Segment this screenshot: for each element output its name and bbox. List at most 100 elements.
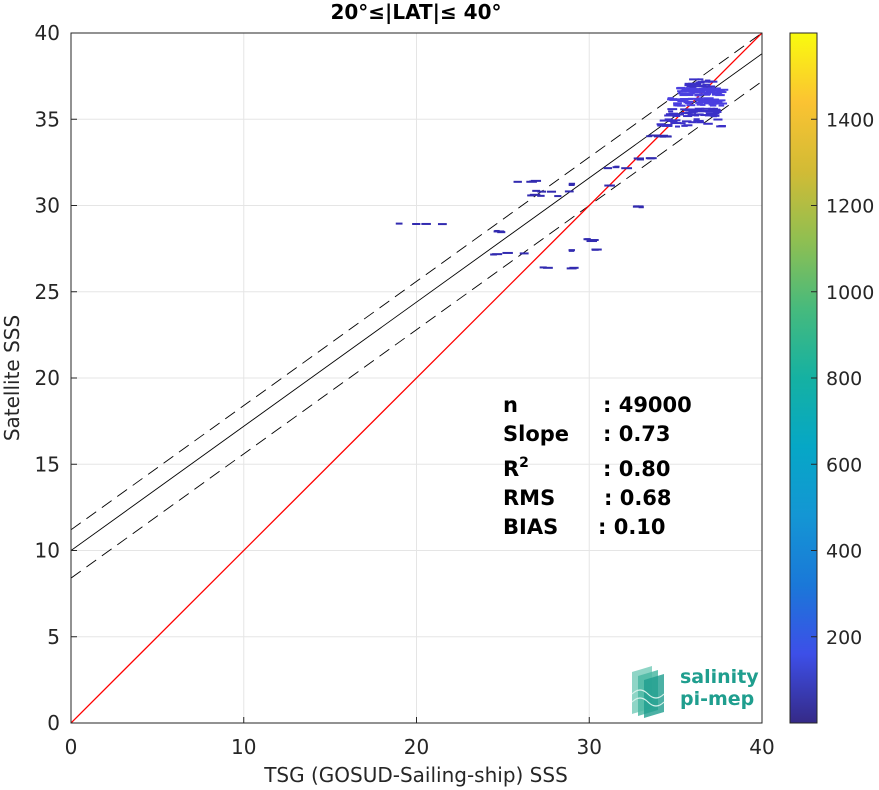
scatter-point xyxy=(669,119,681,122)
scatter-point xyxy=(679,94,688,97)
scatter-point xyxy=(527,194,535,197)
scatter-point xyxy=(694,98,701,101)
salinity-pi-mep-logo: salinity pi-mep xyxy=(631,666,759,718)
fit-upper-dashed-line xyxy=(71,33,762,531)
y-axis-label: Satellite SSS xyxy=(0,315,24,441)
scatter-point xyxy=(713,118,723,121)
scatter-point xyxy=(703,122,713,125)
scatter-point xyxy=(675,104,683,107)
stat-value: : 0.80 xyxy=(603,457,671,481)
colorbar-tick-label: 800 xyxy=(826,368,862,390)
scatter-point xyxy=(589,239,599,242)
scatter-point xyxy=(672,115,681,118)
scatter-point xyxy=(395,222,403,225)
scatter-point xyxy=(585,238,591,241)
scatter-point xyxy=(710,102,718,105)
scatter-point xyxy=(603,167,613,170)
scatter-point xyxy=(700,114,707,117)
scatter-point xyxy=(677,90,688,93)
x-tick-labels: 0 10 20 30 40 xyxy=(65,717,775,759)
x-tick-label: 20 xyxy=(404,735,429,759)
scatter-point xyxy=(687,90,698,93)
colorbar-tick-label: 200 xyxy=(826,627,862,649)
scatter-point xyxy=(694,113,704,116)
scatter-point xyxy=(708,107,716,110)
colorbar-tick-label: 1400 xyxy=(826,109,874,131)
scatter-point xyxy=(647,157,655,160)
scatter-point xyxy=(691,89,697,92)
scatter-point xyxy=(706,90,716,93)
scatter-point xyxy=(669,120,678,123)
scatter-point xyxy=(695,94,702,97)
scatter-point xyxy=(686,104,696,107)
chart-title: 20°≤|LAT|≤ 40° xyxy=(330,0,501,24)
scatter-point xyxy=(554,195,562,198)
scatter-point xyxy=(691,114,699,117)
scatter-point xyxy=(668,110,674,113)
scatter-point xyxy=(519,252,529,255)
scatter-point xyxy=(664,118,673,121)
scatter-point xyxy=(689,78,700,81)
scatter-point xyxy=(529,180,536,183)
scatter-point xyxy=(697,81,704,84)
scatter-point xyxy=(687,113,693,116)
scatter-point xyxy=(592,248,599,251)
scatter-point xyxy=(704,114,716,117)
scatter-point xyxy=(675,98,685,101)
scatter-point xyxy=(705,79,711,82)
stat-label: R2 xyxy=(503,455,529,481)
scatter-point xyxy=(705,91,714,94)
scatter-point xyxy=(633,205,640,208)
scatter-point xyxy=(612,166,620,169)
x-tick-label: 30 xyxy=(577,735,602,759)
scatter-point xyxy=(665,124,673,127)
scatter-point xyxy=(684,101,691,104)
scatter-point xyxy=(709,104,717,107)
scatter-point xyxy=(684,92,692,95)
scatter-point xyxy=(673,102,682,105)
scatter-point xyxy=(546,190,557,193)
scatter-point xyxy=(703,92,711,95)
scatter-point xyxy=(668,98,678,101)
scatter-point xyxy=(543,266,553,269)
scatter-point xyxy=(674,125,681,128)
y-tick-labels: 0 5 10 15 20 25 30 35 40 xyxy=(35,21,77,735)
scatter-point xyxy=(687,101,694,104)
scatter-point xyxy=(673,103,681,106)
scatter-point xyxy=(708,80,715,83)
x-tick-label: 10 xyxy=(231,735,256,759)
scatter-point xyxy=(437,223,447,226)
scatter-point xyxy=(667,97,674,100)
scatter-point xyxy=(676,87,686,90)
scatter-point xyxy=(694,107,705,110)
scatter-point xyxy=(638,205,644,208)
scatter-point xyxy=(683,124,693,127)
stat-value: : 0.73 xyxy=(603,422,671,446)
y-tick-label: 30 xyxy=(35,194,60,218)
scatter-point xyxy=(667,108,678,111)
scatter-point xyxy=(682,98,694,101)
scatter-point xyxy=(693,90,704,93)
scatter-point xyxy=(680,122,686,125)
scatter-point xyxy=(703,109,713,112)
scatter-point xyxy=(701,107,712,110)
scatter-point xyxy=(709,101,720,104)
scatter-point xyxy=(604,184,615,187)
scatter-point xyxy=(705,89,711,92)
scatter-point xyxy=(712,110,722,113)
colorbar: 200 400 600 800 1000 1200 1400 xyxy=(789,32,874,724)
scatter-point xyxy=(689,85,696,88)
scatter-point xyxy=(699,100,708,103)
scatter-point xyxy=(697,97,704,100)
scatter-point xyxy=(717,102,728,105)
colorbar-tick-label: 1200 xyxy=(826,196,874,218)
scatter-point xyxy=(633,157,644,160)
fit-lower-dashed-line xyxy=(71,80,762,579)
scatter-point xyxy=(537,194,545,197)
scatter-point xyxy=(703,97,714,100)
scatter-point xyxy=(665,113,677,116)
stat-value: : 0.68 xyxy=(604,486,672,510)
scatter-point xyxy=(421,222,431,225)
scatter-point xyxy=(711,98,719,101)
colorbar-tick-label: 600 xyxy=(826,454,862,476)
